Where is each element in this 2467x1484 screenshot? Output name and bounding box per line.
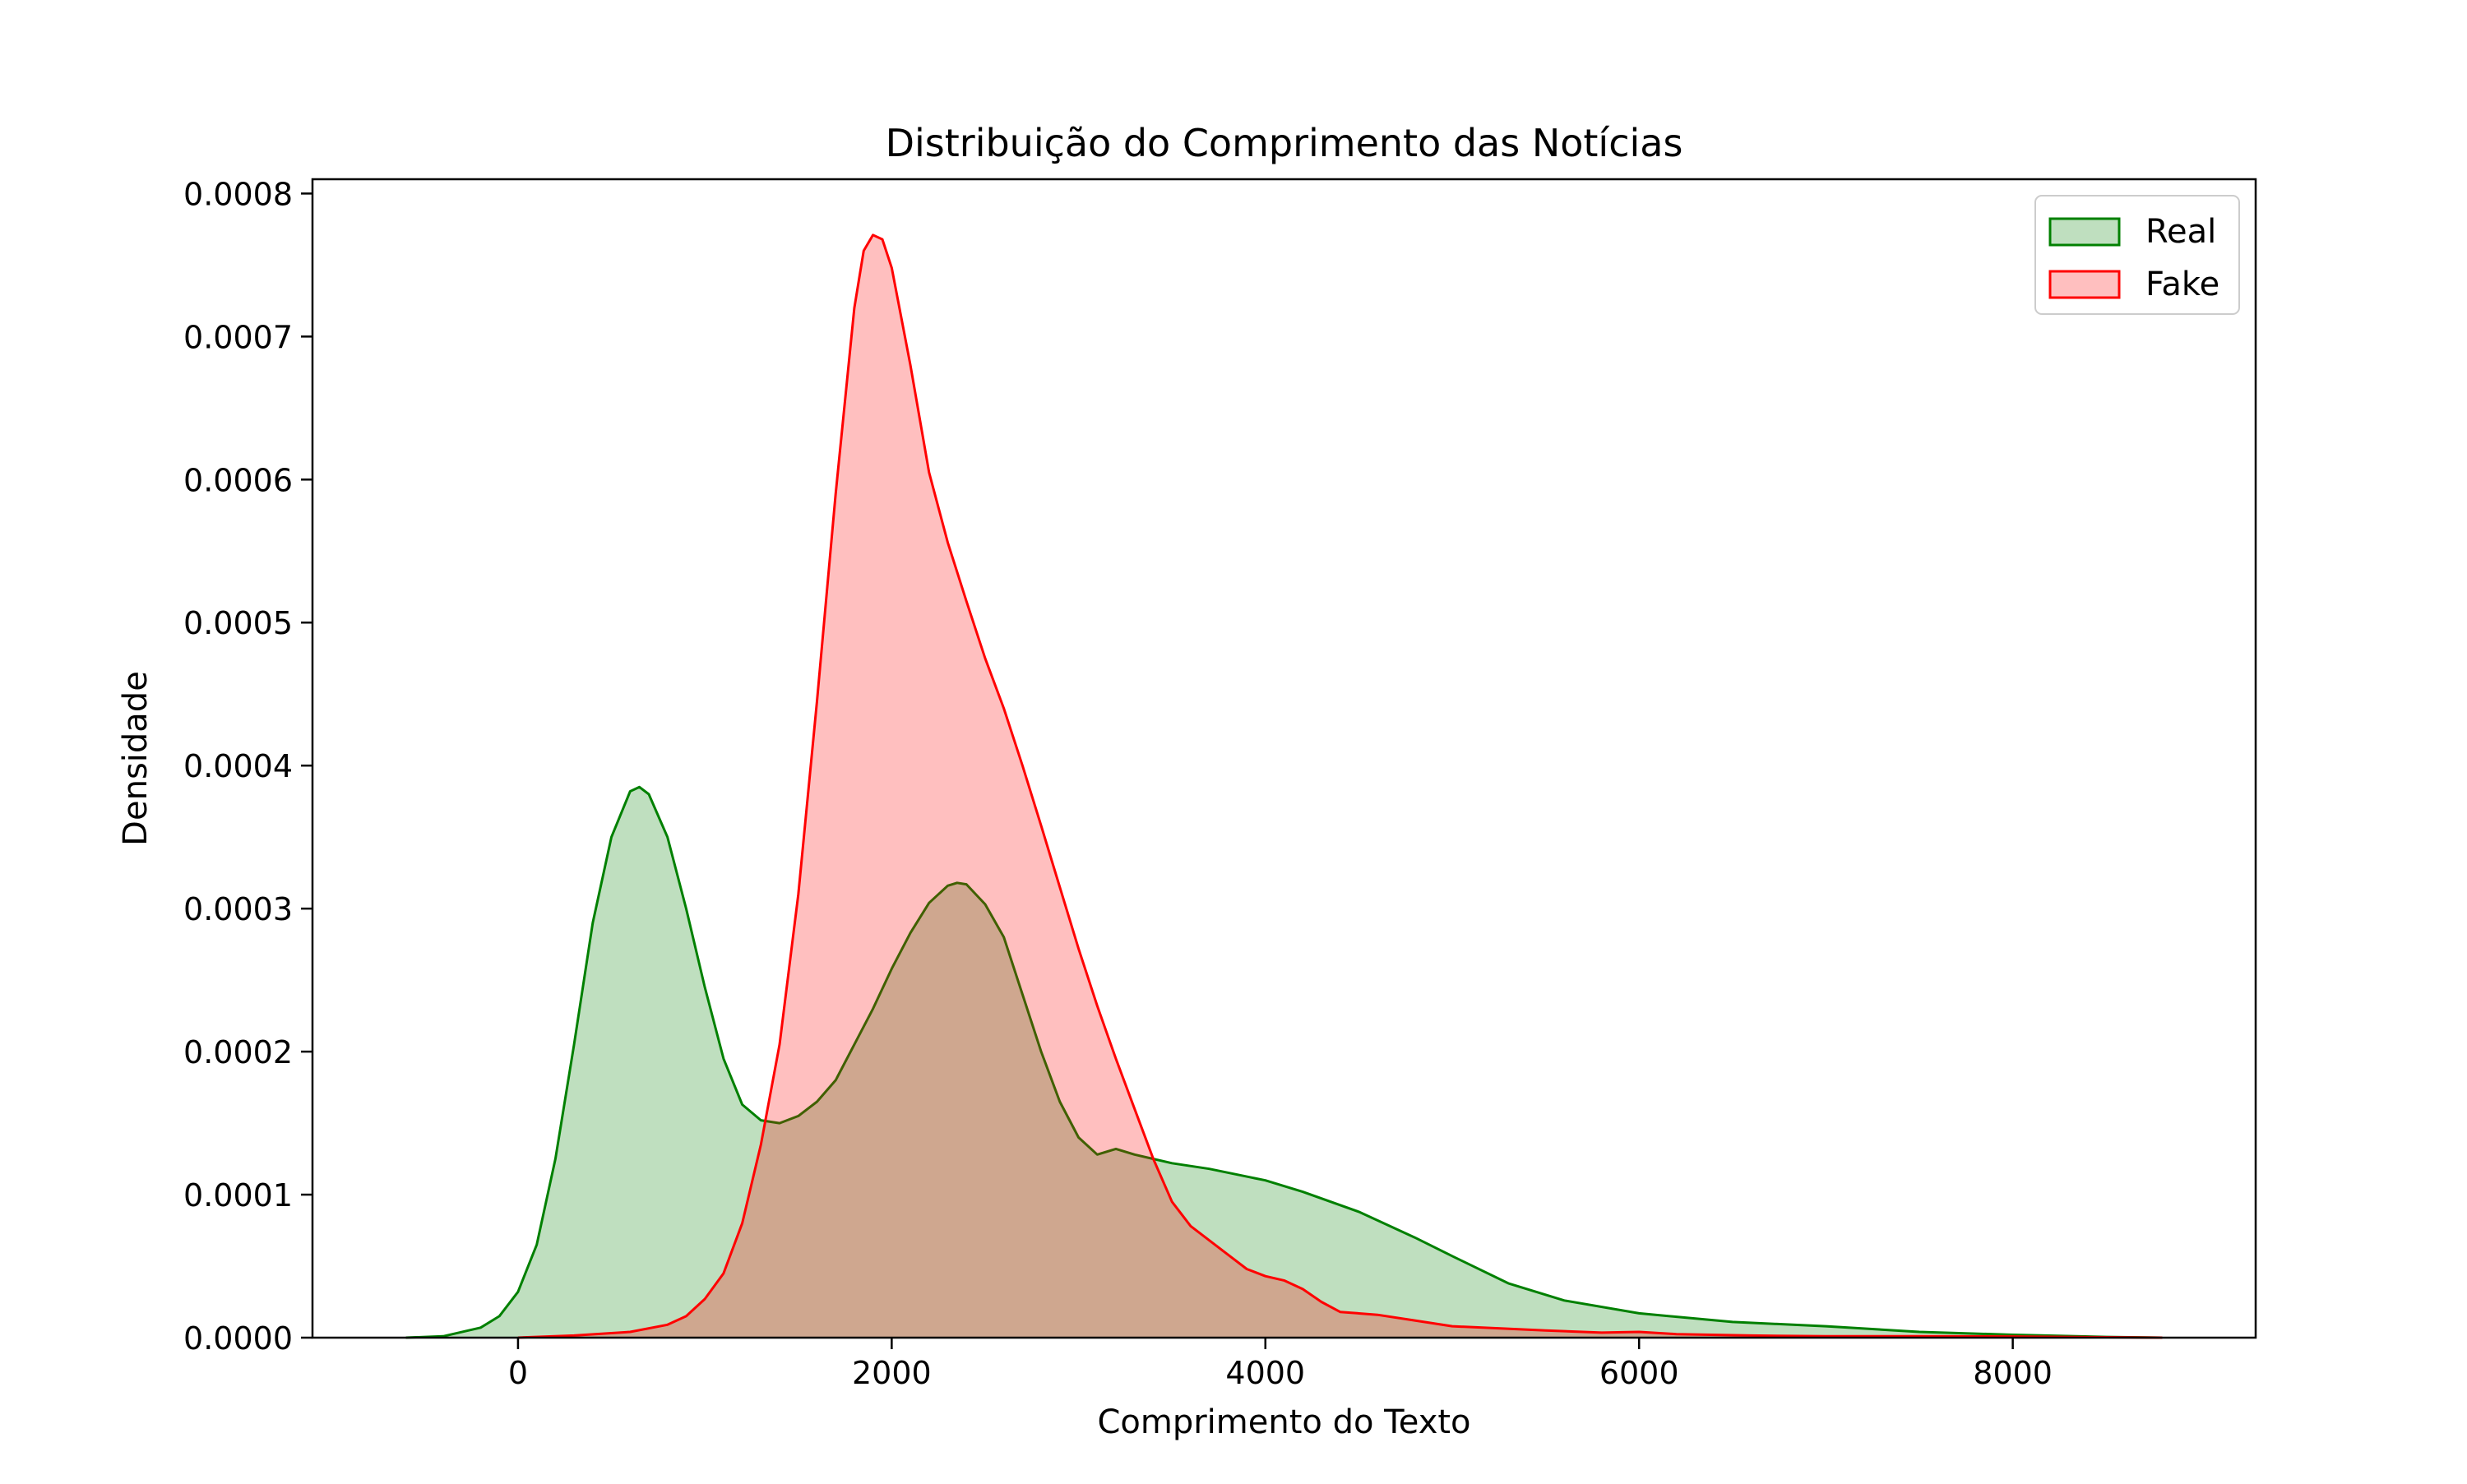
y-tick-label: 0.0006 — [183, 462, 293, 498]
legend-swatch-fake — [2048, 270, 2121, 299]
y-tick-label: 0.0001 — [183, 1177, 293, 1214]
x-tick-label: 8000 — [1973, 1355, 2053, 1391]
series-line-fake — [517, 233, 2163, 1339]
y-tick-label: 0.0002 — [183, 1034, 293, 1070]
legend-box — [2034, 195, 2240, 315]
legend-swatch-real — [2048, 217, 2121, 247]
legend-label-real: Real — [2145, 213, 2216, 251]
series-area-real — [405, 787, 2163, 1338]
y-tick-label: 0.0008 — [183, 176, 293, 212]
legend: Real Fake — [2034, 195, 2240, 315]
y-tick-label: 0.0004 — [183, 748, 293, 784]
series-line-real — [405, 785, 2163, 1339]
chart-title: Distribuição do Comprimento das Notícias — [886, 121, 1683, 165]
x-axis-label: Comprimento do Texto — [1097, 1403, 1470, 1441]
x-tick-label: 2000 — [852, 1355, 932, 1391]
y-tick-label: 0.0007 — [183, 319, 293, 355]
series-area-fake — [517, 234, 2163, 1338]
x-tick-label: 4000 — [1225, 1355, 1305, 1391]
legend-label-fake: Fake — [2145, 266, 2219, 303]
y-tick-label: 0.0003 — [183, 891, 293, 927]
x-tick-label: 0 — [508, 1355, 528, 1391]
series-layer — [405, 233, 2163, 1339]
x-tick-label: 6000 — [1599, 1355, 1679, 1391]
ticks-layer: 0 2000 4000 6000 8000 0.0000 0.0001 0.0002 0.000… — [183, 176, 2053, 1391]
plot-area-frame — [311, 178, 2257, 1339]
y-axis-label: Densidade — [117, 671, 155, 846]
y-tick-label: 0.0005 — [183, 605, 293, 641]
y-tick-label: 0.0000 — [183, 1320, 293, 1357]
